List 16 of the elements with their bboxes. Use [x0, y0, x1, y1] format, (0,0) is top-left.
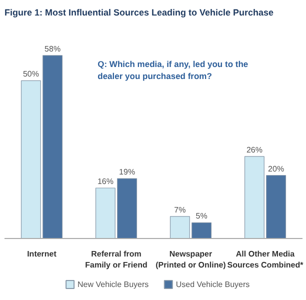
- data-label: 20%: [268, 164, 284, 174]
- data-label: 50%: [22, 70, 39, 79]
- data-label: 7%: [174, 205, 186, 214]
- data-label: 19%: [119, 168, 136, 177]
- x-tick-label: All Other Media Sources Combined*: [227, 250, 304, 270]
- data-label: 16%: [97, 177, 114, 186]
- legend-label: New Vehicle Buyers: [78, 280, 149, 289]
- chart-title: Figure 1: Most Influential Sources Leading to Vehicle Purchase: [4, 8, 274, 18]
- annotation: Q: Which media, if any, led you to the dealer you purchased from?: [98, 59, 248, 82]
- legend-label: Used Vehicle Buyers: [176, 280, 250, 289]
- x-tick-label: Newspaper (Printed or Online): [156, 250, 226, 270]
- data-label: 58%: [44, 44, 61, 54]
- data-label: 5%: [196, 212, 208, 221]
- x-tick-label: Internet: [27, 250, 57, 258]
- data-label: 26%: [246, 145, 262, 154]
- x-tick-label: Referral from Family or Friend: [85, 250, 148, 270]
